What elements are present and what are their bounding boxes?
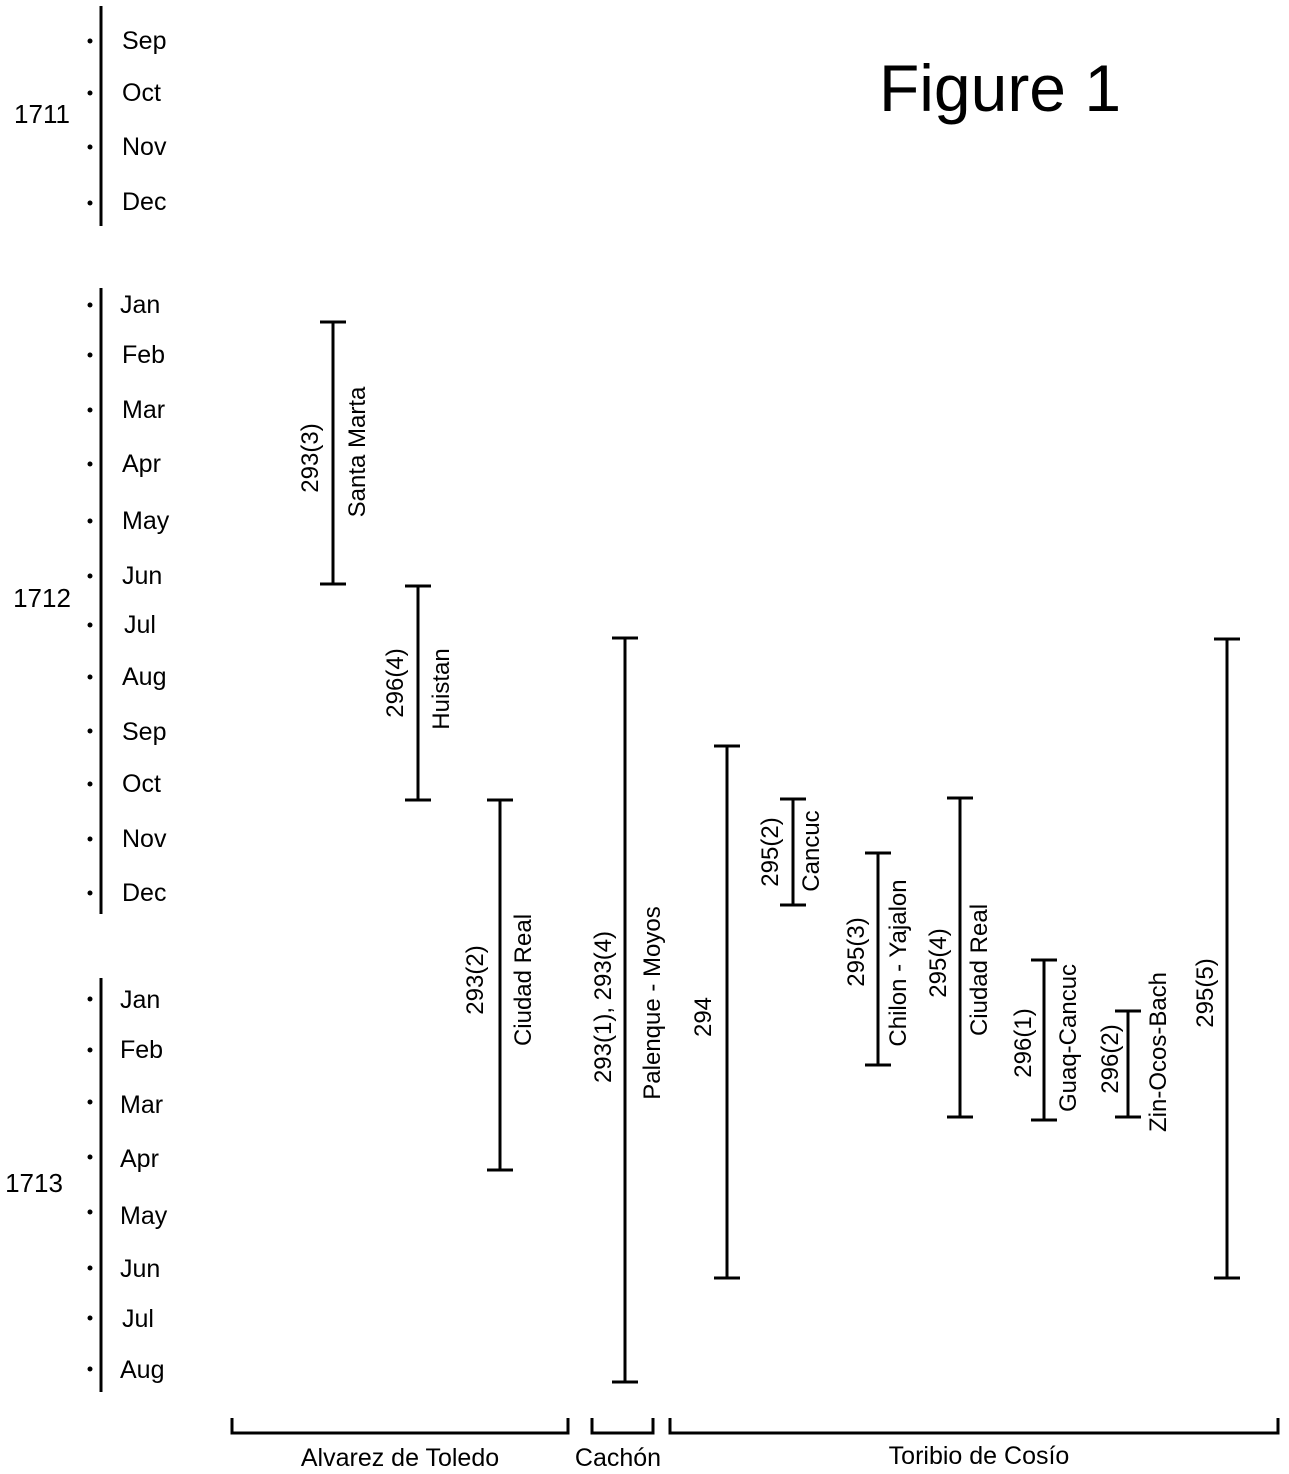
month-tick — [87, 1154, 93, 1160]
month-label: Apr — [122, 450, 161, 478]
month-label: Sep — [122, 718, 166, 746]
month-label: Jan — [120, 986, 160, 1014]
interval-ref: 296(2) — [1097, 1024, 1124, 1093]
month-label: Jan — [120, 291, 160, 319]
month-label: May — [122, 507, 170, 535]
month-tick — [87, 200, 93, 206]
interval-place: Ciudad Real — [510, 914, 537, 1046]
month-label: Mar — [120, 1091, 163, 1119]
month-tick — [87, 674, 93, 680]
month-label: Jul — [124, 611, 156, 639]
group-label: Alvarez de Toledo — [301, 1444, 499, 1472]
group-bracket — [590, 1418, 655, 1435]
figure-title: Figure 1 — [879, 51, 1121, 125]
month-tick — [87, 38, 93, 44]
interval-ref: 293(3) — [297, 423, 324, 492]
interval-palenque-moyos: 293(1), 293(4) Palenque - Moyos — [590, 636, 666, 1384]
month-tick — [87, 461, 93, 467]
interval-ref: 295(4) — [925, 928, 952, 997]
interval-place: Santa Marta — [344, 386, 371, 517]
interval-ref: 293(2) — [462, 945, 489, 1014]
month-tick — [87, 1209, 93, 1215]
interval-ciudad-real-cosio: 295(4) Ciudad Real — [925, 796, 993, 1119]
month-tick — [87, 996, 93, 1002]
year-label: 1711 — [14, 99, 70, 129]
interval-ciudad-real-toledo: 293(2) Ciudad Real — [462, 798, 537, 1172]
month-tick — [87, 781, 93, 787]
group-bracket-cachon: Cachón — [575, 1418, 661, 1472]
year-axis-1713: 1713 Jan Feb Mar Apr May Jun Jul Aug — [5, 978, 168, 1392]
month-tick — [87, 144, 93, 150]
month-tick — [87, 1047, 93, 1053]
interval-ref: 296(4) — [382, 648, 409, 717]
interval-294: 294 — [690, 744, 740, 1280]
interval-ref: 296(1) — [1010, 1008, 1037, 1077]
interval-ref: 295(5) — [1192, 958, 1219, 1027]
group-bracket — [230, 1418, 570, 1435]
group-bracket-toribio-de-cosio: Toribio de Cosío — [668, 1418, 1280, 1470]
month-tick — [87, 90, 93, 96]
interval-place: Cancuc — [798, 810, 825, 891]
month-label: Jun — [122, 562, 162, 590]
year-axis-1711: 1711 Sep Oct Nov Dec — [14, 6, 167, 226]
month-tick — [87, 890, 93, 896]
interval-place: Palenque - Moyos — [639, 906, 666, 1099]
group-bracket-alvarez-de-toledo: Alvarez de Toledo — [230, 1418, 570, 1472]
interval-chilon-yajalon: 295(3) Chilon - Yajalon — [843, 851, 912, 1067]
month-label: Nov — [122, 133, 167, 161]
interval-place: Ciudad Real — [966, 904, 993, 1036]
month-label: Oct — [122, 79, 161, 107]
interval-ref: 293(1), 293(4) — [590, 931, 617, 1083]
month-tick — [87, 728, 93, 734]
month-tick — [87, 573, 93, 579]
month-label: Feb — [122, 341, 165, 369]
group-bracket — [668, 1418, 1280, 1435]
month-tick — [87, 1099, 93, 1105]
interval-santa-marta: 293(3) Santa Marta — [297, 320, 371, 586]
month-tick — [87, 1265, 93, 1271]
month-label: Aug — [120, 1356, 164, 1384]
interval-huistan: 296(4) Huistan — [382, 584, 455, 802]
interval-295-5: 295(5) — [1192, 637, 1240, 1280]
month-label: Oct — [122, 770, 161, 798]
month-label: Dec — [122, 879, 166, 907]
month-label: Sep — [122, 27, 166, 55]
month-label: Nov — [122, 825, 167, 853]
month-tick — [87, 836, 93, 842]
group-label: Toribio de Cosío — [889, 1442, 1070, 1470]
interval-place: Huistan — [428, 648, 455, 729]
interval-zin-ocos-bach: 296(2) Zin-Ocos-Bach — [1097, 972, 1172, 1132]
interval-ref: 295(3) — [843, 917, 870, 986]
month-tick — [87, 407, 93, 413]
month-tick — [87, 1366, 93, 1372]
month-tick — [87, 352, 93, 358]
group-label: Cachón — [575, 1444, 661, 1472]
month-label: Apr — [120, 1145, 159, 1173]
interval-place: Chilon - Yajalon — [885, 879, 912, 1046]
interval-place: Guaq-Cancuc — [1055, 964, 1082, 1112]
interval-guaq-cancuc: 296(1) Guaq-Cancuc — [1010, 958, 1082, 1122]
month-label: Dec — [122, 188, 166, 216]
year-axis-1712: 1712 Jan Feb Mar Apr May Jun Jul Aug Sep… — [13, 288, 170, 914]
year-label: 1712 — [13, 583, 71, 613]
month-label: May — [120, 1202, 168, 1230]
year-label: 1713 — [5, 1168, 63, 1198]
month-label: Aug — [122, 663, 166, 691]
interval-cancuc: 295(2) Cancuc — [757, 797, 825, 907]
month-tick — [87, 518, 93, 524]
month-label: Jun — [120, 1255, 160, 1283]
month-label: Jul — [122, 1305, 154, 1333]
month-label: Mar — [122, 396, 165, 424]
interval-ref: 295(2) — [757, 817, 784, 886]
month-label: Feb — [120, 1036, 163, 1064]
month-tick — [87, 1315, 93, 1321]
interval-ref: 294 — [690, 997, 717, 1037]
month-tick — [87, 302, 93, 308]
interval-place: Zin-Ocos-Bach — [1145, 972, 1172, 1132]
month-tick — [87, 622, 93, 628]
